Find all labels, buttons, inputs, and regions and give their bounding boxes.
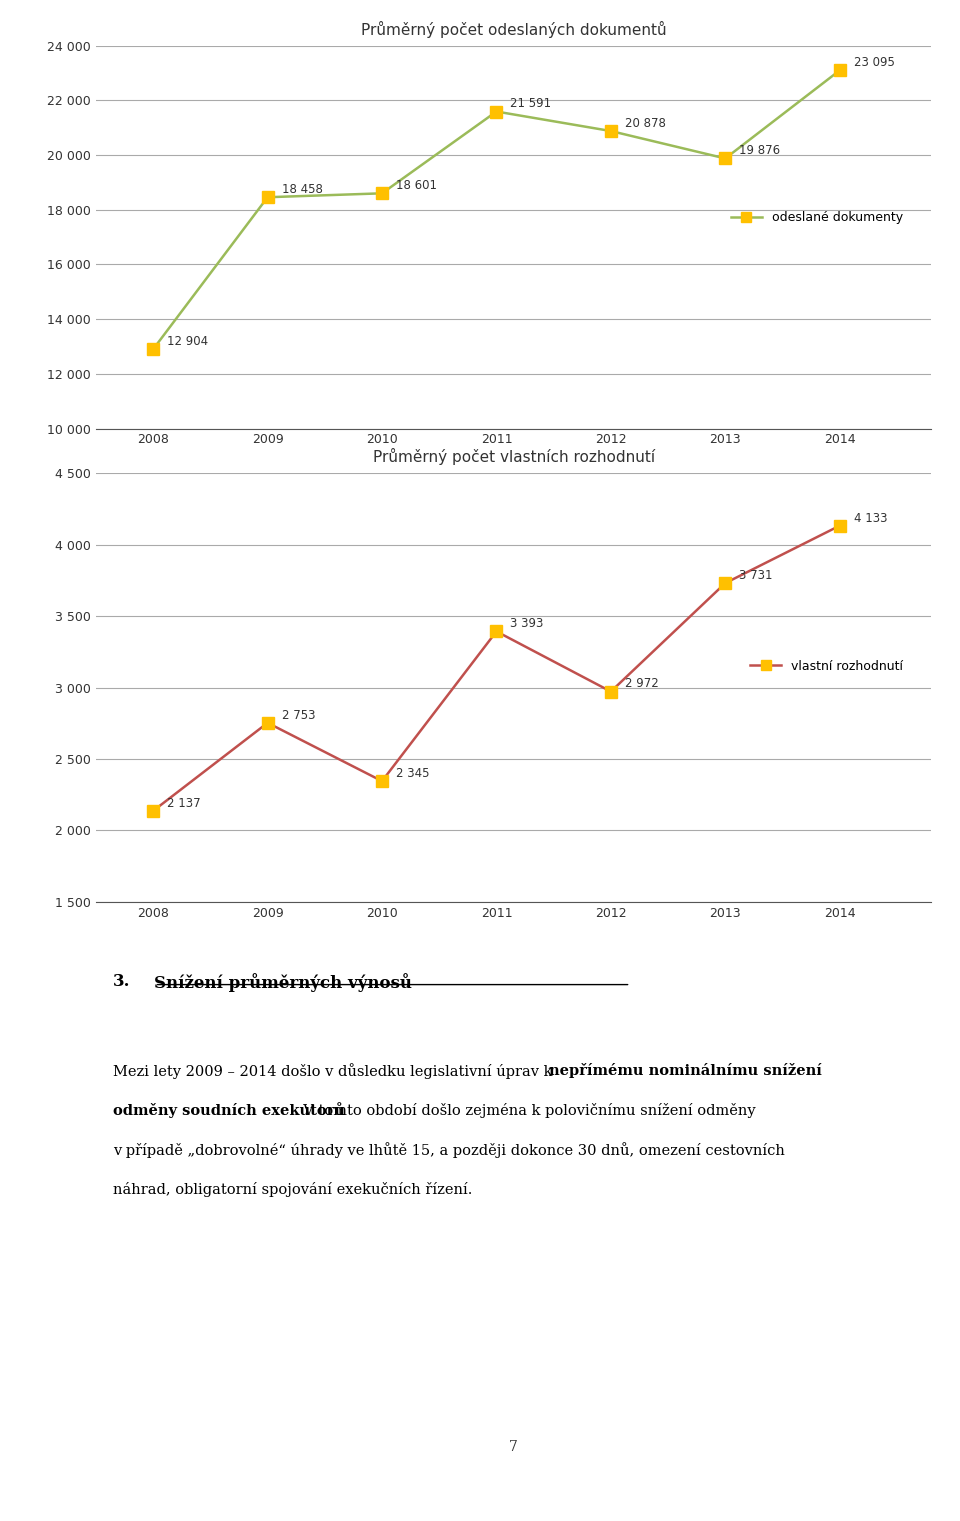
Legend: vlastní rozhodnutí: vlastní rozhodnutí: [745, 654, 908, 678]
Text: 12 904: 12 904: [167, 335, 208, 348]
Text: 21 591: 21 591: [511, 97, 551, 111]
Text: 19 876: 19 876: [739, 144, 780, 157]
Text: 18 601: 18 601: [396, 179, 437, 192]
Text: . V tomto období došlo zejména k polovičnímu snížení odměny: . V tomto období došlo zejména k polovič…: [295, 1103, 756, 1118]
Text: Snížení průměrných výnosů: Snížení průměrných výnosů: [155, 973, 413, 992]
Title: Průměrný počet vlastních rozhodnutí: Průměrný počet vlastních rozhodnutí: [372, 449, 655, 465]
Text: 3 731: 3 731: [739, 569, 773, 583]
Text: 20 878: 20 878: [625, 117, 665, 129]
Text: 4 133: 4 133: [853, 511, 887, 525]
Text: náhrad, obligatorní spojování exekučních řízení.: náhrad, obligatorní spojování exekučních…: [112, 1182, 472, 1197]
Text: nepřímému nominálnímu snížení: nepřímému nominálnímu snížení: [549, 1063, 822, 1078]
Text: 3 393: 3 393: [511, 618, 543, 630]
Text: odměny soudních exekutorů: odměny soudních exekutorů: [112, 1103, 345, 1118]
Legend: odeslané dokumenty: odeslané dokumenty: [726, 207, 908, 230]
Text: v případě „dobrovolné“ úhrady ve lhůtě 15, a později dokonce 30 dnů, omezení ces: v případě „dobrovolné“ úhrady ve lhůtě 1…: [112, 1142, 784, 1157]
Text: 2 137: 2 137: [167, 797, 201, 809]
Text: 23 095: 23 095: [853, 56, 895, 70]
Text: 2 753: 2 753: [281, 709, 315, 721]
Text: 3.: 3.: [112, 973, 131, 990]
Text: 2 345: 2 345: [396, 767, 429, 780]
Text: 7: 7: [509, 1440, 518, 1454]
Text: Mezi lety 2009 – 2014 došlo v důsledku legislativní úprav k: Mezi lety 2009 – 2014 došlo v důsledku l…: [112, 1063, 557, 1078]
Text: 18 458: 18 458: [281, 183, 323, 196]
Text: 2 972: 2 972: [625, 677, 659, 691]
Title: Průměrný počet odeslaných dokumentů: Průměrný počet odeslaných dokumentů: [361, 20, 666, 38]
